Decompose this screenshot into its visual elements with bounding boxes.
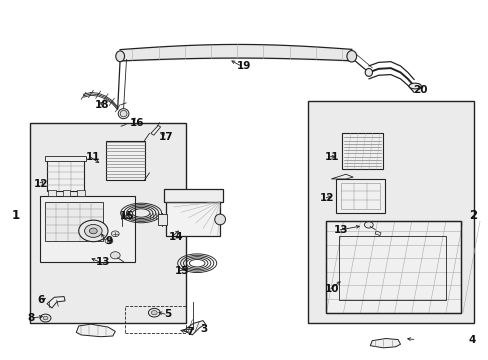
- Polygon shape: [47, 297, 65, 308]
- Bar: [105, 140, 144, 180]
- Circle shape: [105, 238, 113, 244]
- Bar: [47, 160, 83, 191]
- Bar: [44, 156, 86, 161]
- Text: 20: 20: [412, 85, 427, 95]
- Bar: [341, 134, 383, 169]
- Ellipse shape: [120, 111, 127, 117]
- Text: 12: 12: [320, 193, 334, 203]
- Text: 15: 15: [120, 211, 134, 221]
- Bar: [335, 179, 384, 213]
- Bar: [338, 235, 445, 300]
- Bar: [48, 190, 56, 196]
- Circle shape: [148, 309, 160, 317]
- Text: 8: 8: [27, 313, 35, 323]
- Text: 17: 17: [159, 132, 173, 142]
- Polygon shape: [183, 320, 205, 335]
- Text: 3: 3: [200, 324, 207, 334]
- Text: 1: 1: [11, 210, 20, 222]
- Polygon shape: [369, 338, 400, 348]
- Polygon shape: [76, 324, 115, 337]
- Bar: [30, 123, 185, 323]
- Text: 2: 2: [468, 210, 477, 222]
- Bar: [340, 183, 379, 210]
- Bar: [163, 189, 222, 202]
- Text: 5: 5: [163, 310, 171, 319]
- Ellipse shape: [116, 51, 124, 62]
- Ellipse shape: [365, 68, 372, 76]
- Circle shape: [84, 225, 102, 237]
- Bar: [62, 190, 70, 196]
- Text: 6: 6: [37, 295, 44, 305]
- Text: 9: 9: [105, 236, 112, 246]
- Text: 10: 10: [325, 284, 339, 294]
- Bar: [40, 196, 135, 262]
- Bar: [158, 214, 167, 225]
- Circle shape: [43, 316, 48, 320]
- Circle shape: [110, 252, 120, 259]
- Ellipse shape: [408, 83, 420, 89]
- Text: 15: 15: [174, 266, 189, 276]
- Text: 7: 7: [185, 327, 193, 337]
- Ellipse shape: [118, 109, 129, 119]
- Circle shape: [111, 231, 119, 237]
- Text: 19: 19: [237, 61, 251, 71]
- Bar: [326, 221, 460, 313]
- Circle shape: [79, 220, 108, 242]
- Bar: [326, 221, 460, 313]
- Text: 4: 4: [468, 334, 475, 345]
- Polygon shape: [374, 231, 380, 235]
- Bar: [77, 190, 85, 196]
- Text: 14: 14: [168, 232, 183, 242]
- Circle shape: [364, 222, 372, 228]
- Circle shape: [89, 228, 97, 234]
- Bar: [44, 202, 103, 241]
- Text: 16: 16: [130, 118, 144, 128]
- Bar: [125, 306, 185, 333]
- Bar: [307, 101, 473, 323]
- Text: 13: 13: [333, 225, 347, 235]
- Circle shape: [40, 314, 51, 322]
- Text: 12: 12: [34, 179, 48, 189]
- Polygon shape: [151, 126, 160, 135]
- Text: 13: 13: [96, 257, 110, 267]
- Ellipse shape: [346, 50, 356, 62]
- Text: 18: 18: [94, 100, 109, 111]
- Circle shape: [151, 311, 157, 315]
- Text: 11: 11: [86, 152, 101, 162]
- Bar: [166, 202, 220, 235]
- Ellipse shape: [214, 214, 225, 225]
- Polygon shape: [330, 174, 352, 179]
- Text: 11: 11: [325, 152, 339, 162]
